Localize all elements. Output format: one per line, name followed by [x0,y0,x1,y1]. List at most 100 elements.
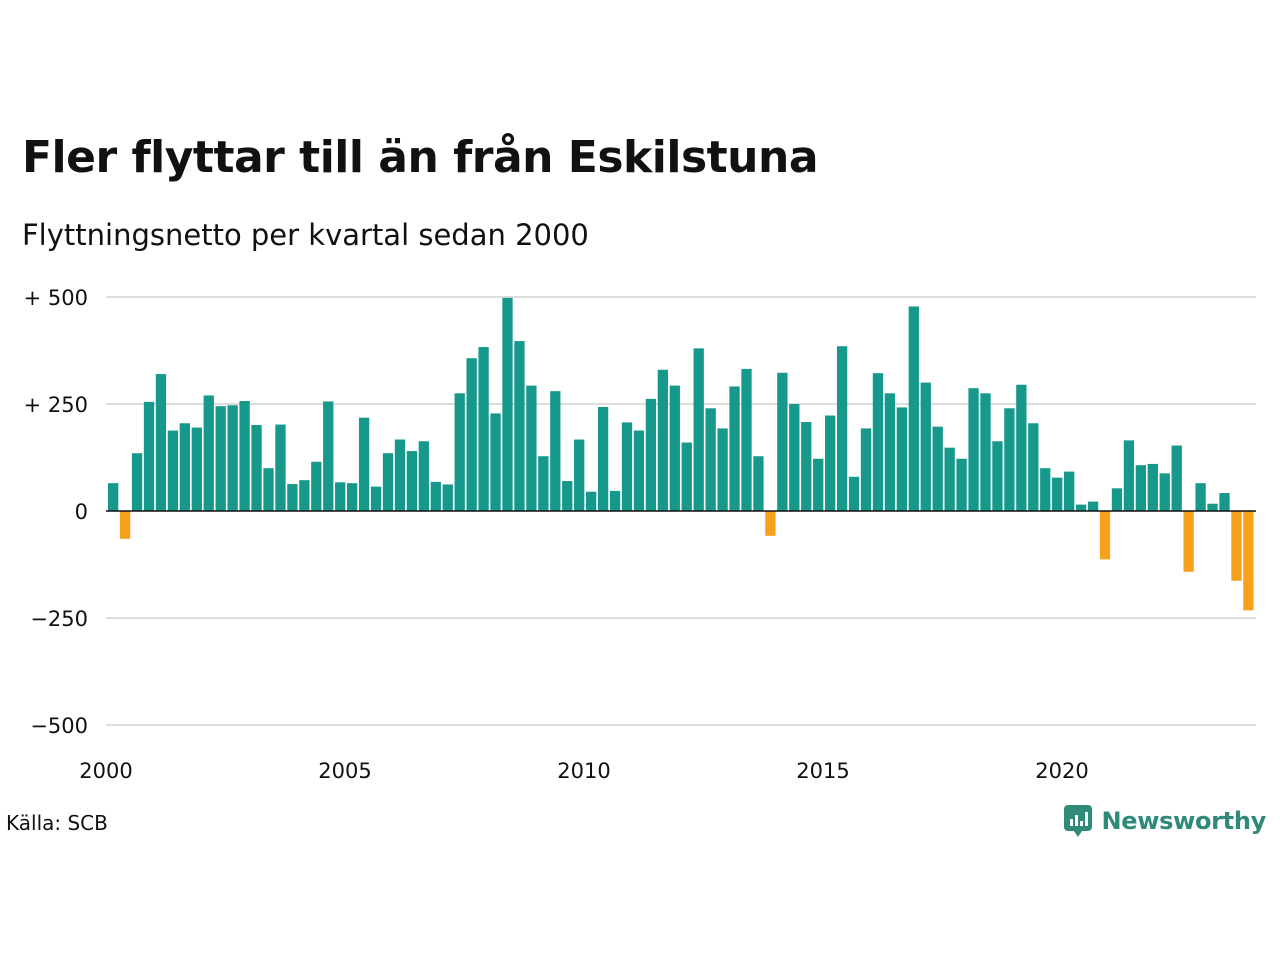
bar [1087,501,1099,511]
bar [645,398,657,511]
bar [872,373,884,511]
bar [191,427,202,511]
bar [203,395,214,511]
bar [143,401,155,511]
bar [908,306,919,511]
bar [215,406,226,511]
bar [1171,445,1182,511]
bar [1004,408,1015,511]
bar [693,348,704,511]
bar [956,458,967,511]
bar [562,481,573,511]
bar [227,405,238,511]
bar [418,441,429,511]
y-tick-label: + 500 [24,286,88,310]
bar [705,408,716,511]
bar [657,369,668,511]
bar [502,297,513,511]
y-tick-label: + 250 [24,393,88,417]
y-tick-label: −250 [30,607,88,631]
bar [633,430,645,511]
bar [1075,504,1087,511]
bar [1195,483,1206,511]
bar [263,468,274,511]
bar [275,424,286,511]
bar [741,368,752,511]
bar [681,442,692,511]
bar [836,346,848,511]
grid-lines [106,296,1256,726]
bar [920,382,931,511]
bar [1183,511,1194,572]
bar [550,391,561,511]
y-tick-label: 0 [75,500,88,524]
bar [574,439,585,511]
bar [299,480,310,511]
y-axis-ticks: + 500 + 250 0 −250 −500 [24,286,88,738]
bar [669,385,680,511]
bar-chart: + 500 + 250 0 −250 −500 2000 2005 2010 2015 2020 [24,286,1256,783]
bar [1099,511,1111,560]
bar [239,401,250,511]
bar [394,439,406,511]
bar [179,423,190,511]
bar [597,407,609,511]
bar [155,374,167,511]
bar [358,417,370,511]
bar [621,422,633,511]
bar [789,404,800,511]
x-tick-label: 2005 [318,759,371,783]
bar [1064,471,1075,511]
bar [538,456,549,511]
bar [1243,511,1254,611]
x-tick-label: 2000 [79,759,132,783]
bar [729,386,740,511]
bar [992,441,1003,511]
bar [1207,503,1218,511]
bar [1159,473,1170,511]
bar [813,458,824,511]
bar [968,388,979,511]
bar [860,428,872,511]
bar [717,428,728,511]
bar [884,393,896,511]
bar [1016,384,1027,511]
bar [1231,511,1242,581]
newsworthy-logo-icon [1064,805,1093,837]
brand-name: Newsworthy [1101,807,1266,835]
bar [108,483,119,511]
bar [442,484,453,511]
bar [478,347,489,511]
bar [765,511,776,536]
bar [1123,440,1135,511]
bar [311,461,322,511]
x-tick-label: 2015 [796,759,849,783]
bar [406,451,418,511]
bar [490,413,501,511]
x-tick-label: 2010 [557,759,610,783]
bar [1219,493,1230,511]
bar [454,393,465,511]
bar [167,430,179,511]
bar [980,393,991,511]
bar [586,491,597,511]
x-tick-label: 2020 [1035,759,1088,783]
bar [1040,468,1051,511]
bar [287,484,298,511]
chart-subtitle: Flyttningsnetto per kvartal sedan 2000 [22,218,589,252]
bar [896,407,907,511]
brand-logo: Newsworthy [1063,804,1266,838]
bar [514,341,525,511]
bar [466,358,477,511]
source-note: Källa: SCB [6,811,108,835]
bar [370,486,382,511]
bars [108,297,1254,611]
bar [932,426,943,511]
x-axis-ticks: 2000 2005 2010 2015 2020 [79,759,1088,783]
bar [777,372,788,511]
bar [1147,463,1158,511]
bar [430,481,441,511]
bar [251,424,262,511]
bar [944,447,955,511]
bar [335,482,346,511]
